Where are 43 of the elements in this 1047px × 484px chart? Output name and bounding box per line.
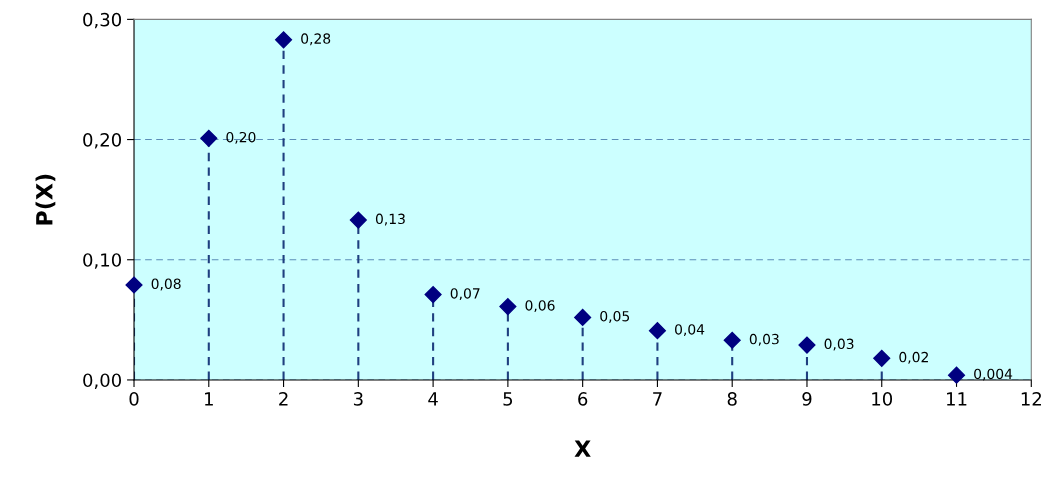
data-label: 0,28 xyxy=(301,33,331,46)
data-label: 0,20 xyxy=(226,131,256,144)
point xyxy=(873,349,891,367)
x-tick-label: 6 xyxy=(578,392,588,406)
data-label: 0,03 xyxy=(824,338,854,351)
y-tick-label: 0,00 xyxy=(83,373,122,389)
data-label: 0,06 xyxy=(525,300,555,313)
x-tick-label: 8 xyxy=(727,392,737,406)
point xyxy=(648,322,666,340)
y-tick-label: 0,30 xyxy=(83,12,122,29)
point xyxy=(723,331,741,349)
x-tick-label: 3 xyxy=(353,392,363,406)
data-label: 0,04 xyxy=(675,324,705,337)
data-label: 0,004 xyxy=(974,368,1013,381)
point xyxy=(574,308,592,326)
y-axis-title: P(X) xyxy=(35,174,56,225)
point xyxy=(200,129,218,147)
x-tick-label: 11 xyxy=(947,392,967,406)
x-axis-title: X xyxy=(574,440,591,457)
data-label: 0,03 xyxy=(749,333,779,346)
point xyxy=(275,31,293,49)
x-tick-label: 1 xyxy=(205,392,213,406)
point xyxy=(947,366,966,384)
x-tick-label: 10 xyxy=(872,392,893,406)
x-tick-label: 2 xyxy=(279,392,288,406)
data-label: 0,02 xyxy=(899,351,928,364)
data-label: 0,07 xyxy=(450,288,480,301)
y-tick-label: 0,10 xyxy=(83,253,122,269)
y-tick-label: 0,20 xyxy=(83,133,122,149)
x-tick-label: 0 xyxy=(129,392,139,406)
x-tick-label: 5 xyxy=(503,392,513,406)
point xyxy=(125,276,143,294)
data-label: 0,05 xyxy=(600,310,630,323)
point xyxy=(424,286,442,304)
data-label: 0,13 xyxy=(375,213,405,226)
point xyxy=(499,298,517,316)
x-tick-label: 4 xyxy=(428,392,438,406)
x-tick-label: 7 xyxy=(653,392,662,406)
x-tick-label: 12 xyxy=(1021,392,1041,406)
point xyxy=(798,336,816,354)
point xyxy=(349,211,367,229)
x-tick-label: 9 xyxy=(802,392,812,406)
data-label: 0,08 xyxy=(151,278,181,291)
